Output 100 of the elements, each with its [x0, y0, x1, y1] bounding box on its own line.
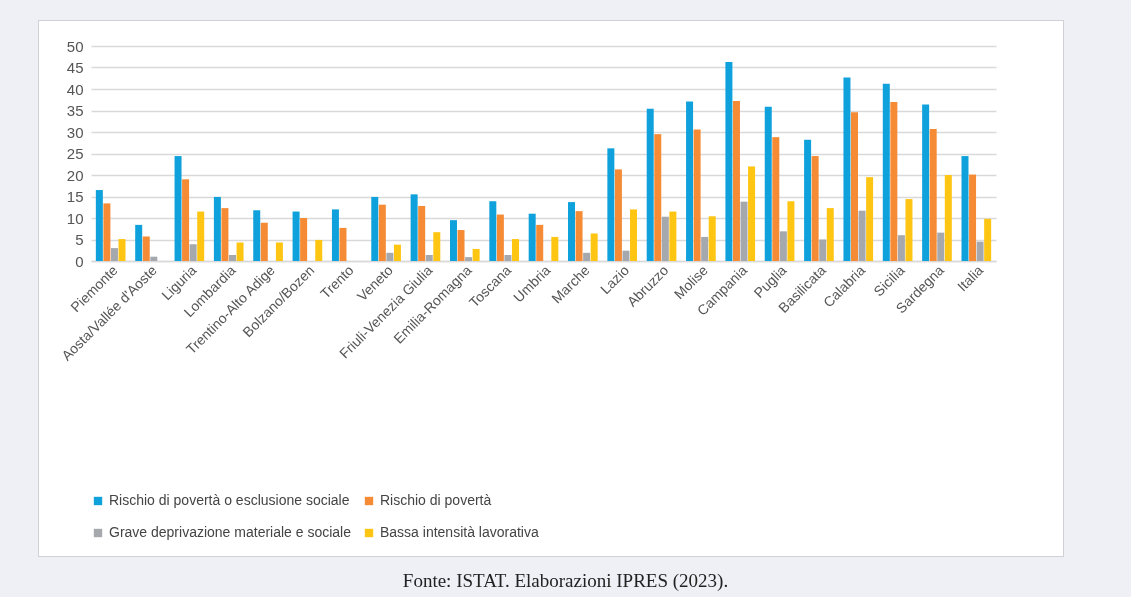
bar: [630, 209, 638, 261]
bar: [922, 104, 930, 261]
bar: [386, 252, 394, 261]
bar: [511, 239, 519, 261]
bar: [236, 242, 244, 261]
bar: [472, 248, 480, 261]
bar: [449, 220, 457, 261]
bar: [804, 139, 812, 261]
bar: [826, 208, 834, 261]
y-tick-label: 0: [75, 252, 84, 270]
bar: [976, 241, 984, 261]
bar: [95, 190, 103, 261]
y-tick-label: 10: [66, 209, 84, 227]
bar: [890, 101, 898, 261]
bar: [393, 244, 401, 261]
bar: [331, 209, 339, 261]
bar: [253, 210, 261, 261]
bar: [575, 211, 583, 261]
y-tick-label: 50: [66, 37, 84, 55]
y-tick-label: 5: [75, 231, 84, 248]
bar: [866, 177, 874, 261]
bar: [315, 239, 323, 261]
bar: [300, 218, 308, 261]
bar: [905, 199, 913, 261]
bar: [536, 224, 544, 261]
bar: [882, 83, 890, 261]
bar: [410, 194, 418, 261]
bar: [189, 244, 197, 261]
bar: [150, 256, 158, 261]
bar: [528, 213, 536, 261]
y-tick-label: 20: [66, 166, 84, 184]
bar: [732, 101, 740, 261]
bar: [819, 239, 827, 261]
bar: [489, 201, 497, 261]
bar: [465, 257, 473, 261]
bar: [614, 169, 622, 261]
bar: [551, 236, 559, 261]
bar: [568, 202, 576, 261]
bar: [622, 250, 630, 261]
bar: [197, 211, 205, 261]
bar: [275, 242, 283, 261]
bar: [944, 175, 952, 261]
bar: [378, 204, 386, 261]
bar: [496, 214, 504, 261]
bar: [590, 233, 598, 261]
bar: [701, 236, 709, 261]
bar: [969, 174, 977, 261]
bar: [764, 106, 772, 261]
bar: [693, 129, 701, 261]
legend-label: Rischio di povertà: [380, 492, 492, 508]
bar: [583, 252, 591, 261]
y-tick-label: 15: [66, 188, 84, 205]
bar: [851, 112, 859, 261]
bar: [779, 231, 787, 261]
bar: [686, 101, 694, 261]
bar: [772, 137, 780, 261]
bar: [457, 230, 465, 261]
bar: [858, 210, 866, 261]
bar: [182, 179, 190, 261]
bar: [811, 156, 819, 261]
bar: [418, 205, 426, 261]
bar: [110, 248, 118, 261]
bar: [425, 254, 433, 261]
bar: [221, 208, 229, 261]
bar: [103, 203, 111, 261]
bar: [433, 232, 441, 261]
source-note: Fonte: ISTAT. Elaborazioni IPRES (2023).: [401, 570, 730, 592]
y-tick-label: 40: [66, 80, 84, 98]
bar: [646, 108, 654, 261]
y-tick-label: 25: [66, 145, 84, 162]
bar: [725, 61, 733, 261]
legend-label: Rischio di povertà o esclusione sociale: [109, 492, 350, 508]
bar: [118, 239, 126, 261]
bar: [708, 216, 716, 261]
bar: [661, 216, 669, 261]
bar: [929, 128, 937, 261]
bar: [174, 156, 182, 261]
bar: [740, 201, 748, 261]
bar: [292, 211, 300, 261]
y-tick-label: 35: [66, 102, 84, 119]
legend-label: Grave deprivazione materiale e sociale: [109, 524, 352, 540]
y-tick-label: 30: [66, 123, 84, 141]
bar: [843, 77, 851, 261]
bar: [669, 211, 677, 261]
bar: [748, 166, 756, 261]
bar: [371, 196, 379, 261]
bar: [787, 201, 795, 261]
bar: [937, 232, 945, 261]
bar: [961, 156, 969, 261]
bar: [607, 148, 615, 261]
bar: [339, 227, 347, 261]
bar: [260, 222, 268, 261]
legend-label: Bassa intensità lavorativa: [380, 524, 539, 540]
bar: [654, 134, 662, 261]
y-tick-label: 45: [66, 59, 84, 76]
bar: [135, 224, 143, 261]
bar: [228, 254, 236, 261]
bar: [504, 254, 512, 261]
bar: [213, 196, 221, 261]
bar: [142, 236, 150, 261]
